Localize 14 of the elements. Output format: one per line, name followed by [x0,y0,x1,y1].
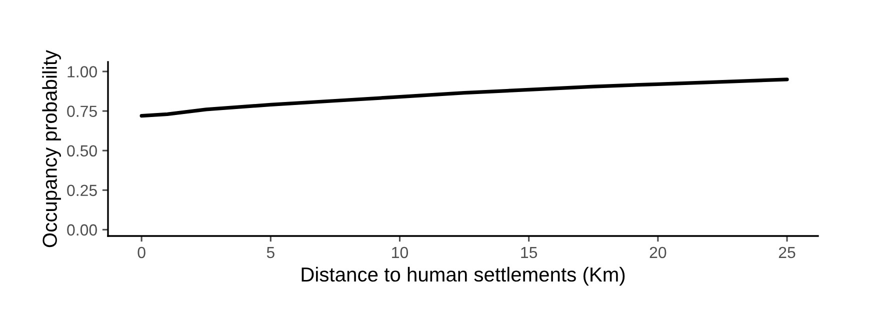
y-tick-label: 0.50 [67,145,97,157]
y-tick-label: 0.75 [67,106,97,117]
y-tick-label: 1.00 [68,66,97,78]
y-axis-title: Occupancy probability [42,50,61,248]
y-tick-label: 0.25 [67,184,97,196]
x-axis-title: Distance to human settlements (Km) [302,266,625,286]
x-tick-label: 20 [650,246,666,258]
x-tick-label: 0 [138,246,146,258]
x-tick-label: 15 [521,247,538,258]
x-tick-label: 5 [266,247,274,258]
line-series [140,78,789,118]
x-tick-label: 25 [778,246,796,258]
x-tick-label: 10 [392,246,408,258]
y-tick-label: 0.00 [67,224,97,236]
